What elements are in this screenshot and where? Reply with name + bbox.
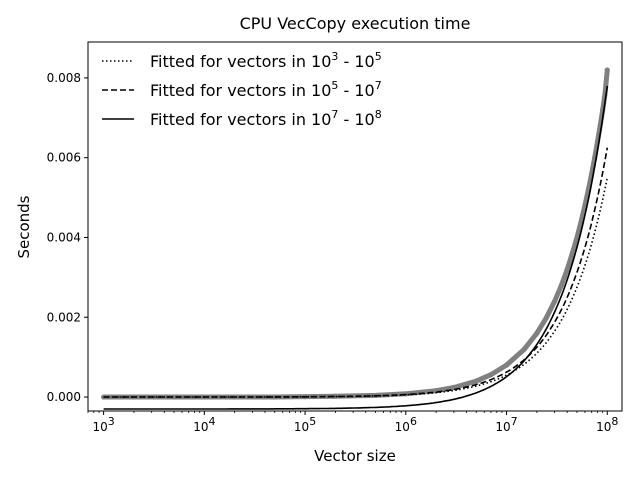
- measured-point: [552, 298, 558, 304]
- legend-entry-0: Fitted for vectors in 103 - 105: [150, 50, 382, 71]
- y-tick-label-1: 0.002: [47, 310, 81, 324]
- fit-line-solid: [103, 85, 609, 410]
- measured-point: [569, 250, 575, 257]
- measured-point: [574, 234, 580, 241]
- chart-title: CPU VecCopy execution time: [240, 14, 471, 33]
- measured-point: [171, 394, 177, 400]
- fit-line-dotted: [103, 177, 609, 398]
- legend: Fitted for vectors in 103 - 105 Fitted fo…: [102, 50, 382, 129]
- measured-point: [473, 378, 479, 384]
- fit-line-dashed: [103, 147, 609, 398]
- x-axis: 103 104 105 106 107 108: [87, 411, 618, 434]
- y-tick-label-4: 0.008: [47, 71, 81, 85]
- measured-point: [332, 393, 338, 399]
- measured-point: [558, 282, 564, 288]
- legend-entry-2: Fitted for vectors in 107 - 108: [150, 108, 382, 129]
- measured-point: [488, 372, 494, 378]
- x-tick-label-4: 107: [495, 415, 517, 434]
- plot-area: [101, 67, 610, 410]
- measured-point: [503, 362, 510, 368]
- x-tick-label-2: 105: [294, 415, 316, 434]
- y-tick-label-3: 0.006: [47, 151, 81, 165]
- x-tick-label-5: 108: [596, 415, 618, 434]
- plot-frame: [87, 41, 623, 412]
- y-tick-label-2: 0.004: [47, 230, 81, 244]
- legend-entry-1: Fitted for vectors in 105 - 107: [150, 79, 382, 100]
- y-axis: 0.000 0.002 0.004 0.006 0.008: [47, 71, 88, 404]
- y-axis-label: Seconds: [15, 195, 33, 258]
- measured-point: [604, 67, 610, 73]
- measured-point: [564, 266, 570, 272]
- y-tick-label-0: 0.000: [47, 390, 81, 404]
- measured-point: [521, 346, 527, 352]
- x-tick-label-3: 106: [395, 415, 417, 434]
- x-tick-label-1: 104: [193, 415, 215, 434]
- x-tick-label-0: 103: [92, 415, 114, 434]
- measured-point: [544, 314, 550, 320]
- measured-point: [534, 330, 540, 336]
- x-axis-label: Vector size: [314, 447, 396, 465]
